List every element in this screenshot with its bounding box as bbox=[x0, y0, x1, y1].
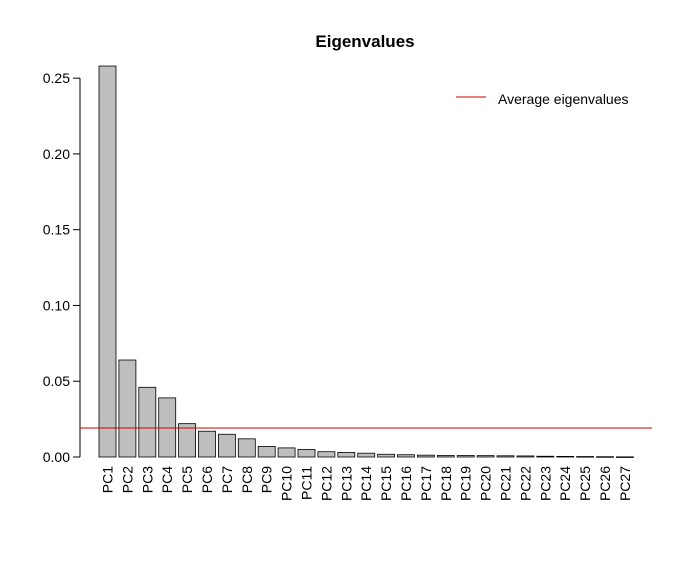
bar-pc5 bbox=[178, 423, 197, 458]
x-tick-label: PC4 bbox=[159, 466, 175, 493]
bar-pc16 bbox=[397, 454, 415, 458]
bar-pc23 bbox=[536, 455, 555, 458]
x-tick-labels: PC1 PC2 PC3 PC4 PC5 PC6 PC7 PC8 PC9 PC10 PC11 PC12 P… bbox=[100, 466, 633, 501]
x-tick-label: PC24 bbox=[557, 466, 573, 501]
x-tick-label: PC19 bbox=[458, 466, 474, 501]
bar-pc14 bbox=[357, 452, 376, 458]
x-tick-label: PC8 bbox=[239, 466, 255, 493]
x-tick-label: PC1 bbox=[100, 466, 116, 493]
bar-pc21 bbox=[496, 455, 515, 458]
x-tick-label: PC13 bbox=[338, 466, 354, 501]
x-tick-label: PC6 bbox=[199, 466, 215, 493]
legend: Average eigenvalues bbox=[456, 91, 629, 107]
bar-pc8 bbox=[237, 438, 256, 458]
y-tick-label: 0.15 bbox=[43, 222, 70, 238]
bars-group bbox=[98, 65, 634, 458]
bar-pc18 bbox=[436, 455, 455, 458]
x-tick-label: PC18 bbox=[438, 466, 454, 501]
x-tick-label: PC9 bbox=[259, 466, 275, 493]
x-tick-label: PC2 bbox=[119, 466, 135, 493]
bar-pc9 bbox=[257, 445, 276, 458]
y-axis: 0.00 0.05 0.10 0.15 0.20 0.25 bbox=[43, 70, 81, 465]
x-tick-label: PC17 bbox=[418, 466, 434, 501]
y-tick-label: 0.25 bbox=[43, 70, 70, 86]
bar-pc15 bbox=[377, 453, 396, 458]
bar-pc12 bbox=[317, 451, 336, 458]
x-tick-label: PC14 bbox=[358, 466, 374, 501]
bar-pc24 bbox=[556, 455, 575, 458]
bar-pc17 bbox=[416, 454, 435, 458]
x-tick-label: PC11 bbox=[299, 466, 315, 500]
x-tick-label: PC10 bbox=[279, 466, 295, 501]
x-tick-label: PC22 bbox=[517, 466, 533, 501]
bar-pc1 bbox=[98, 65, 117, 458]
bar-pc13 bbox=[337, 452, 356, 458]
chart-title: Eigenvalues bbox=[315, 32, 414, 51]
y-tick-label: 0.05 bbox=[43, 373, 70, 389]
bar-pc22 bbox=[516, 455, 535, 458]
bar-pc26 bbox=[596, 456, 614, 458]
bar-pc27 bbox=[616, 456, 634, 458]
bar-pc20 bbox=[476, 455, 495, 458]
x-tick-label: PC25 bbox=[577, 466, 593, 501]
x-tick-label: PC16 bbox=[398, 466, 414, 501]
bar-pc6 bbox=[198, 430, 216, 458]
x-tick-label: PC12 bbox=[318, 466, 334, 501]
x-tick-label: PC20 bbox=[478, 466, 494, 501]
y-tick-label: 0.00 bbox=[43, 449, 70, 465]
y-tick-label: 0.10 bbox=[43, 297, 70, 313]
bar-pc7 bbox=[217, 433, 236, 458]
bar-pc11 bbox=[297, 449, 316, 458]
x-tick-label: PC7 bbox=[219, 466, 235, 493]
x-tick-label: PC23 bbox=[537, 466, 553, 501]
x-tick-label: PC5 bbox=[179, 466, 195, 493]
x-tick-label: PC21 bbox=[498, 466, 514, 501]
bar-pc3 bbox=[138, 386, 157, 458]
x-tick-label: PC3 bbox=[139, 466, 155, 493]
bar-pc4 bbox=[158, 397, 177, 458]
x-tick-label: PC27 bbox=[617, 466, 633, 501]
bar-pc10 bbox=[277, 447, 296, 458]
x-tick-label: PC26 bbox=[597, 466, 613, 501]
legend-label: Average eigenvalues bbox=[498, 91, 629, 107]
bar-pc19 bbox=[456, 455, 475, 458]
bar-pc2 bbox=[118, 359, 137, 458]
bar-pc25 bbox=[576, 456, 594, 458]
y-tick-label: 0.20 bbox=[43, 146, 70, 162]
x-tick-label: PC15 bbox=[378, 466, 394, 501]
